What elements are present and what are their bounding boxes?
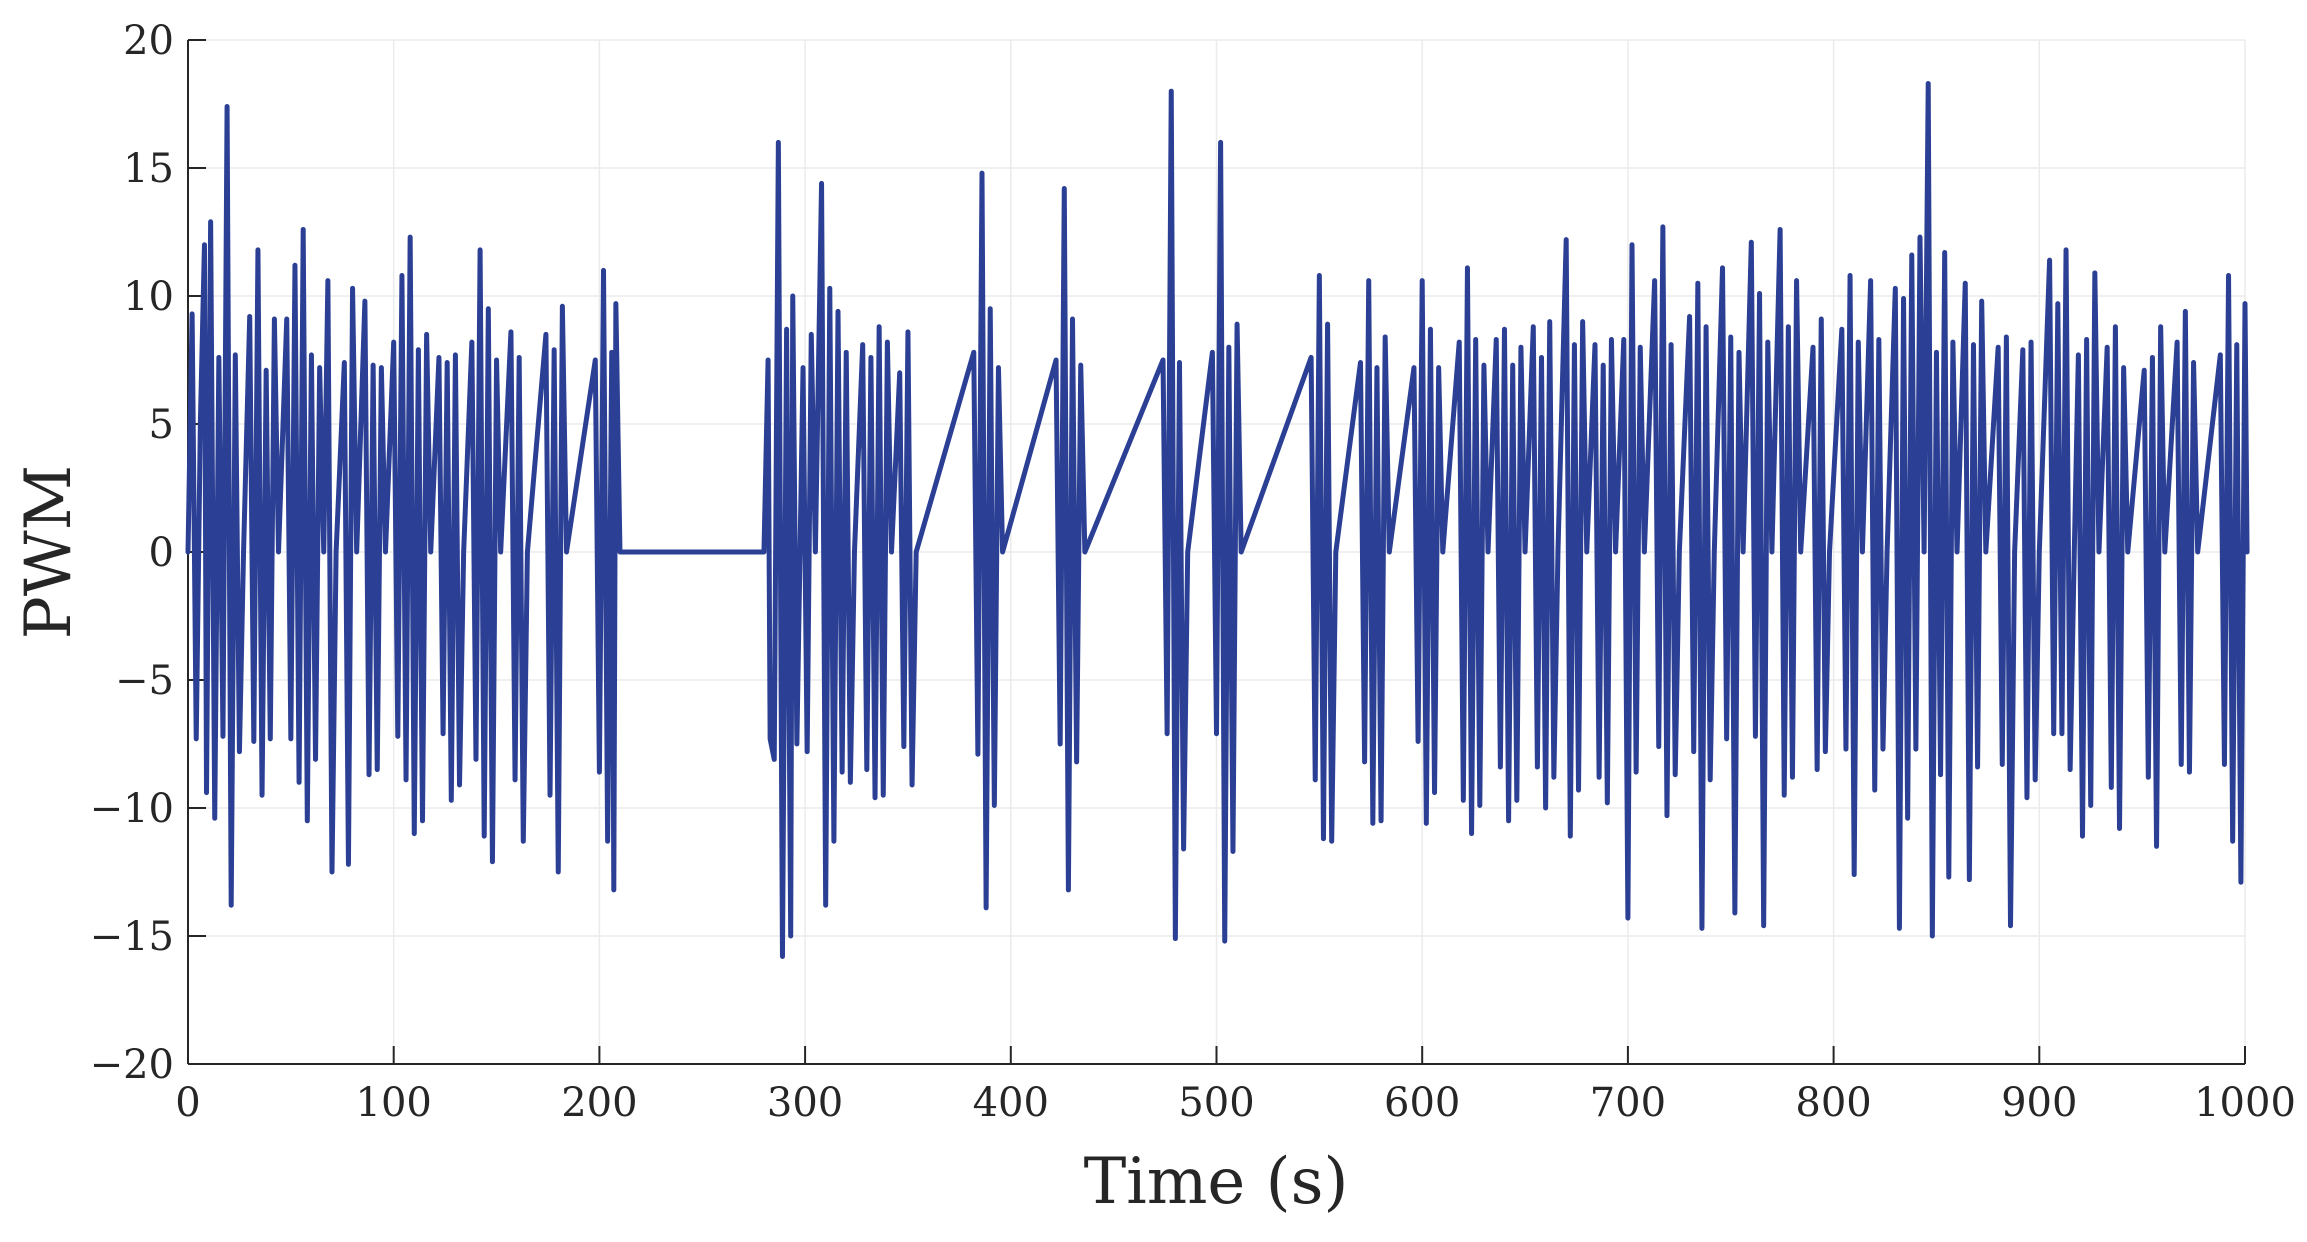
x-tick-label: 500: [1178, 1080, 1254, 1126]
x-tick-label: 700: [1590, 1080, 1666, 1126]
y-tick-label: −5: [115, 658, 174, 704]
x-tick-label: 900: [2001, 1080, 2077, 1126]
x-tick-label: 300: [767, 1080, 843, 1126]
series-line: [185, 81, 2250, 959]
y-tick-label: 0: [149, 530, 174, 576]
y-tick-labels: 20 15 10 5 0 −5 −10 −15 −20: [90, 18, 174, 1088]
series-layer: [185, 81, 2250, 959]
x-axis-title: Time (s): [1084, 1145, 1349, 1219]
y-tick-label: 5: [149, 402, 174, 448]
x-tick-label: 0: [175, 1080, 200, 1126]
y-tick-label: 15: [123, 146, 174, 192]
x-tick-label: 200: [561, 1080, 637, 1126]
y-tick-label: −15: [90, 914, 174, 960]
x-tick-labels: 0 100 200 300 400 500 600 700 800 900 1000: [175, 1080, 2296, 1126]
x-tick-label: 1000: [2194, 1080, 2296, 1126]
y-tick-label: −10: [90, 786, 174, 832]
y-axis-title: PWM: [12, 465, 86, 639]
y-tick-label: 20: [123, 18, 174, 64]
y-tick-label: 10: [123, 274, 174, 320]
x-tick-label: 100: [356, 1080, 432, 1126]
x-tick-label: 600: [1384, 1080, 1460, 1126]
x-tick-label: 800: [1795, 1080, 1871, 1126]
y-tick-label: −20: [90, 1042, 174, 1088]
x-tick-label: 400: [973, 1080, 1049, 1126]
